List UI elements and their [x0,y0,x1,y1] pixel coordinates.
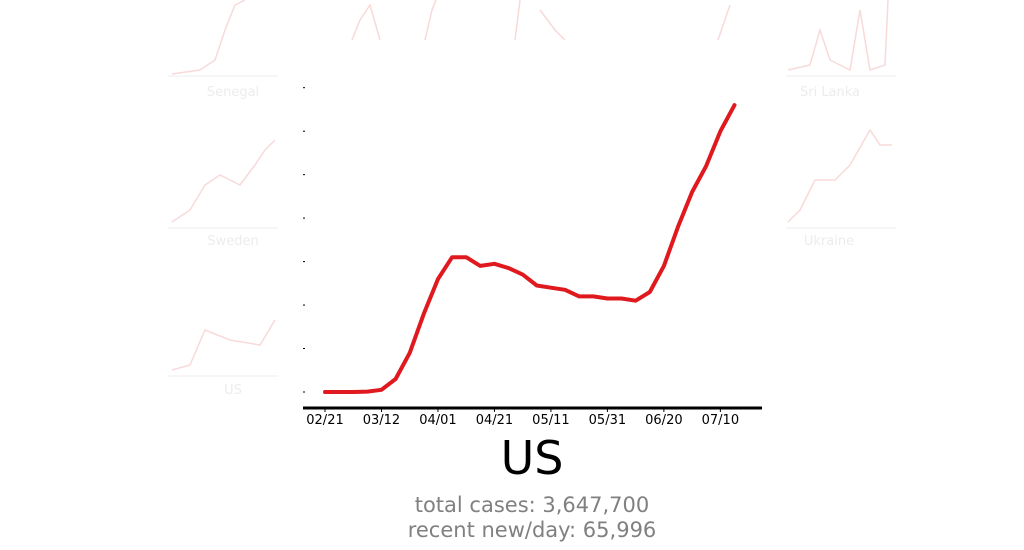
bg-sparkline [787,0,889,72]
card-label: Sri Lanka [800,85,860,100]
card-label: Senegal [207,85,259,100]
x-tick-label: 04/21 [476,413,513,428]
bg-sparkline [514,0,566,41]
x-tick-label: 04/01 [419,413,456,428]
stat-text: recent new/day: 65,996 [408,518,657,542]
bg-sparkline [717,4,731,41]
bg-sparkline [351,3,381,41]
x-tick-label: 02/21 [306,413,343,428]
background-cards: Senegal Sri Lanka Sweden Ukraine US [168,0,896,398]
x-tick-label: 07/10 [702,413,739,428]
bg-sparkline [171,0,246,75]
card-label: Sweden [207,234,258,249]
card-label: Ukraine [804,234,854,249]
bg-sparkline [171,139,276,223]
x-tick-label: 05/11 [532,413,569,428]
bg-sparkline [424,0,437,41]
bg-sparkline [787,128,892,223]
x-tick-label: 06/20 [645,413,682,428]
card-label: US [224,383,242,398]
series-line [323,103,737,394]
bg-sparkline [171,319,276,371]
chart-title: US [501,431,564,485]
stat-text: total cases: 3,647,700 [415,493,650,517]
focus-panel [290,60,780,550]
x-tick-label: 05/31 [589,413,626,428]
x-tick-label: 03/12 [363,413,400,428]
